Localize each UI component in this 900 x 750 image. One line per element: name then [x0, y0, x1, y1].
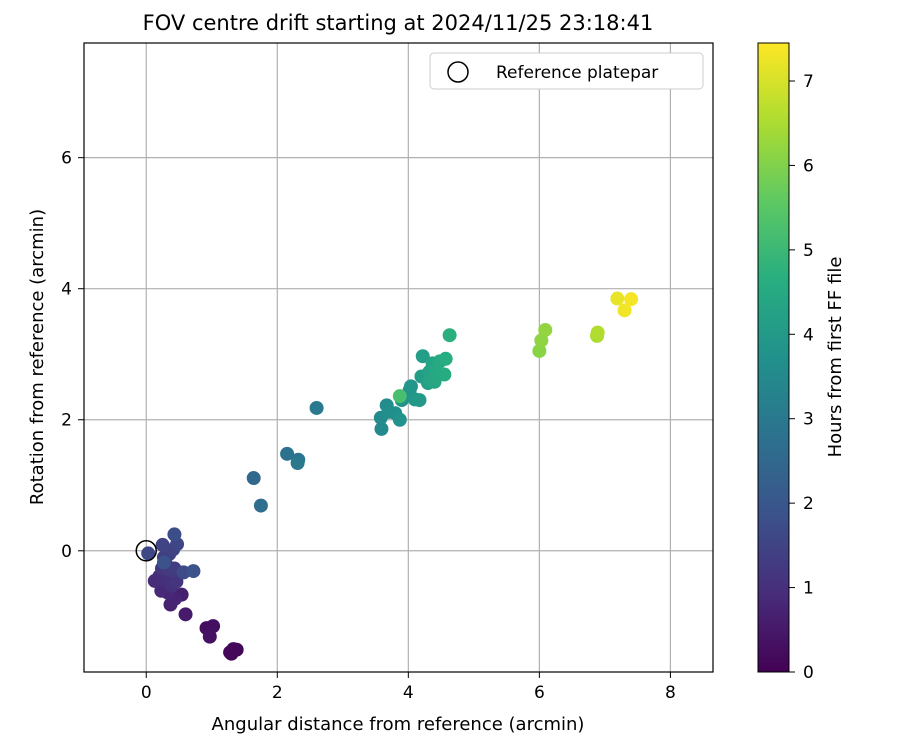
x-tick-label: 8 — [665, 683, 676, 703]
reference-marker-group — [135, 540, 157, 562]
legend-label: Reference platepar — [496, 63, 658, 83]
colorbar-tick-label: 3 — [803, 410, 814, 430]
legend-open-circle-icon — [447, 61, 469, 83]
scatter-point — [415, 349, 430, 364]
colorbar-tick-label: 7 — [803, 72, 814, 92]
scatter-point — [178, 607, 193, 622]
scatter-point — [156, 555, 171, 570]
scatter-point — [617, 303, 632, 318]
plot-frame — [83, 42, 714, 673]
scatter-point — [412, 393, 427, 408]
y-tick-label: 4 — [61, 280, 72, 300]
scatter-point — [610, 291, 625, 306]
scatter-point — [538, 322, 553, 337]
x-tick-label: 2 — [272, 683, 283, 703]
x-tick-label: 0 — [141, 683, 152, 703]
scatter-point — [167, 527, 182, 542]
scatter-point — [590, 325, 605, 340]
scatter-point — [155, 537, 170, 552]
scatter-point — [290, 455, 305, 470]
y-axis-ticks: 0 2 4 6 — [61, 149, 84, 562]
scatter-point — [392, 389, 407, 404]
scatter-point — [532, 343, 547, 358]
scatter-point — [374, 421, 389, 436]
colorbar-tick-label: 5 — [803, 241, 814, 261]
scatter-point — [186, 564, 201, 579]
colorbar-tick-label: 2 — [803, 494, 814, 514]
colorbar-tick-label: 0 — [803, 663, 814, 683]
scatter-point — [427, 374, 442, 389]
x-tick-label: 4 — [403, 683, 414, 703]
scatter-point — [624, 292, 639, 307]
y-tick-label: 0 — [61, 542, 72, 562]
scatter-point — [154, 583, 169, 598]
scatter-point — [392, 412, 407, 427]
chart-title: FOV centre drift starting at 2024/11/25 … — [143, 11, 654, 35]
y-tick-label: 6 — [61, 149, 72, 169]
scatter-point — [253, 498, 268, 513]
colorbar: 0 1 2 3 4 5 6 7 Hours from first FF file — [757, 42, 846, 683]
x-axis-label: Angular distance from reference (arcmin) — [212, 714, 585, 735]
scatter-point — [246, 471, 261, 486]
colorbar-tick-label: 1 — [803, 579, 814, 599]
y-axis-label: Rotation from reference (arcmin) — [27, 209, 48, 505]
scatter-point — [280, 446, 295, 461]
grid — [84, 43, 713, 672]
scatter-point — [438, 351, 453, 366]
scatter-point — [309, 400, 324, 415]
scatter-point — [202, 629, 217, 644]
reference-point — [135, 540, 157, 562]
colorbar-tick-label: 6 — [803, 156, 814, 176]
legend: Reference platepar — [429, 52, 704, 90]
x-axis-ticks: 0 2 4 6 8 — [141, 672, 676, 703]
scatter-point — [403, 379, 418, 394]
colorbar-tick-label: 4 — [803, 325, 814, 345]
legend-box — [429, 52, 704, 90]
scatter-point — [437, 367, 452, 382]
scatter-points — [141, 291, 639, 661]
x-tick-label: 6 — [534, 683, 545, 703]
scatter-point — [442, 328, 457, 343]
colorbar-frame — [757, 42, 790, 673]
scatter-point — [223, 645, 238, 660]
colorbar-label: Hours from first FF file — [825, 257, 846, 458]
scatter-point — [141, 546, 156, 561]
y-tick-label: 2 — [61, 411, 72, 431]
colorbar-ticks: 0 1 2 3 4 5 6 7 — [789, 72, 814, 683]
colorbar-gradient — [758, 43, 789, 672]
